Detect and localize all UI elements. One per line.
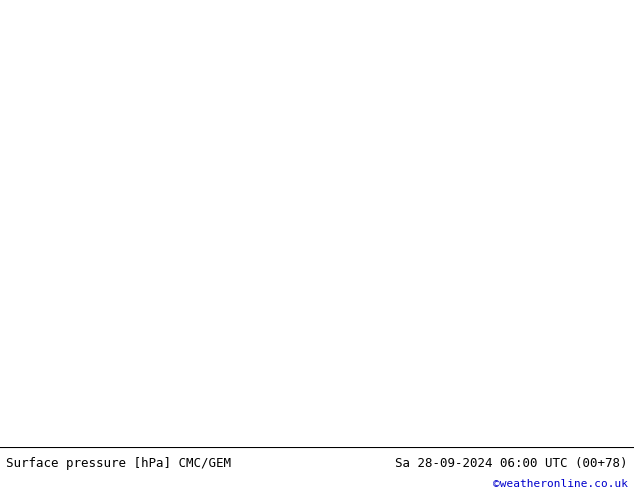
Text: Sa 28-09-2024 06:00 UTC (00+78): Sa 28-09-2024 06:00 UTC (00+78) <box>395 457 628 470</box>
Text: Surface pressure [hPa] CMC/GEM: Surface pressure [hPa] CMC/GEM <box>6 457 231 470</box>
Text: ©weatheronline.co.uk: ©weatheronline.co.uk <box>493 479 628 489</box>
